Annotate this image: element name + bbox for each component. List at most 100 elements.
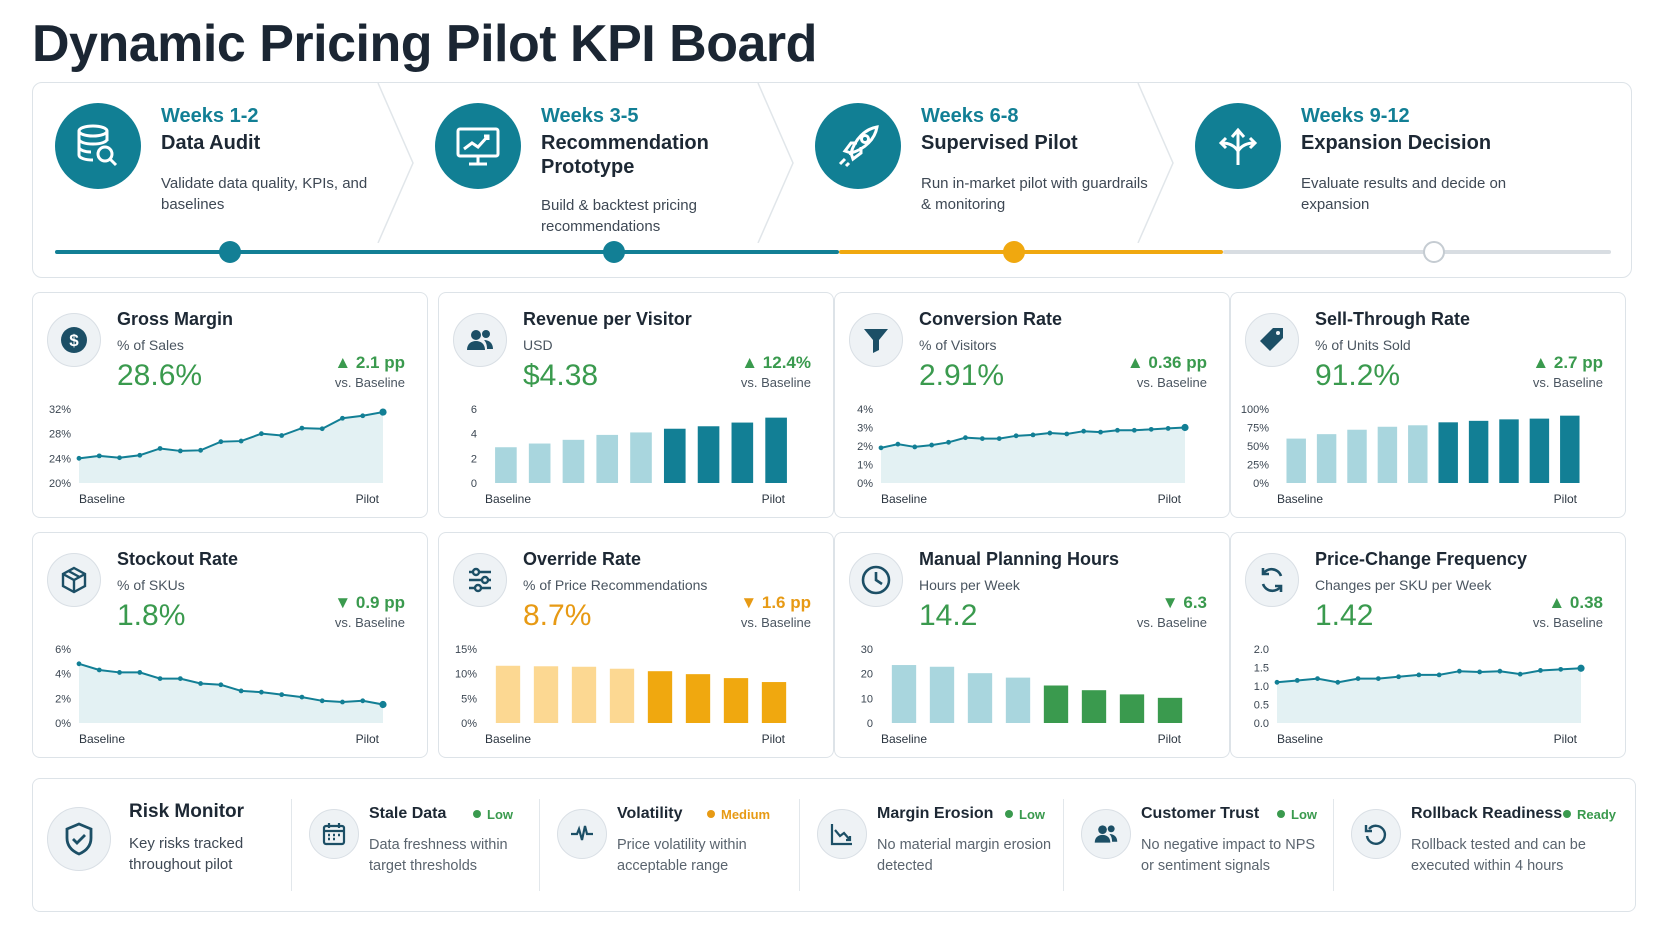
funnel-icon <box>849 313 903 367</box>
y-tick-label: 4% <box>55 669 71 681</box>
kpi-card-gross-margin[interactable]: $ Gross Margin % of Sales 28.6% ▲ 2.1 pp… <box>32 292 428 518</box>
phase-title: Supervised Pilot <box>921 132 1078 154</box>
bar <box>1286 438 1306 483</box>
box-icon <box>47 553 101 607</box>
data-point <box>1558 666 1564 672</box>
bar <box>596 434 619 483</box>
data-point <box>96 453 102 459</box>
x-start-label: Baseline <box>79 492 125 506</box>
phase-recommendation-prototype[interactable]: Weeks 3-5 Recommendation Prototype Build… <box>435 103 795 235</box>
milestone-dot[interactable] <box>603 241 625 263</box>
risk-item-customer-trust[interactable]: Customer Trust Low No negative impact to… <box>1081 795 1325 895</box>
data-point <box>929 442 935 448</box>
risk-item-stale-data[interactable]: Stale Data Low Data freshness within tar… <box>309 795 531 895</box>
delta-arrow-icon: ▼ <box>740 593 762 612</box>
phase-desc: Build & backtest pricing recommendations <box>541 197 697 235</box>
kpi-card-sell-through-rate[interactable]: Sell-Through Rate % of Units Sold 91.2% … <box>1230 292 1626 518</box>
kpi-delta-value: 2.1 pp <box>355 353 405 372</box>
status-dot <box>1277 810 1285 818</box>
risk-desc: No negative impact to NPS or sentiment s… <box>1141 837 1316 874</box>
bar <box>1347 429 1367 483</box>
y-tick-label: 30 <box>861 644 873 656</box>
bar <box>929 666 955 723</box>
milestone-dot[interactable] <box>1423 241 1445 263</box>
risk-status: Ready <box>1563 807 1616 822</box>
data-point <box>1181 423 1189 432</box>
kpi-card-conversion-rate[interactable]: Conversion Rate % of Visitors 2.91% ▲ 0.… <box>834 292 1230 518</box>
y-tick-label: 0.5 <box>1254 700 1269 712</box>
data-point <box>177 676 183 681</box>
kpi-vs-label: vs. Baseline <box>740 615 811 630</box>
data-point <box>198 447 204 453</box>
override-rate-chart: 15% 10% 5% 0% Baseline Pilot <box>455 644 787 746</box>
data-point <box>1416 672 1422 678</box>
data-point <box>360 413 366 419</box>
kpi-name: Sell-Through Rate <box>1315 309 1471 329</box>
y-tick-label: 100% <box>1241 404 1269 416</box>
phase-timeline: Weeks 1-2 Data Audit Validate data quali… <box>32 82 1632 278</box>
progress-track-upcoming <box>1223 250 1611 254</box>
progress-track-complete <box>55 250 839 254</box>
bar <box>647 671 673 723</box>
delta-arrow-icon: ▲ <box>334 353 356 372</box>
y-tick-label: 75% <box>1247 423 1269 435</box>
data-point <box>379 408 387 416</box>
y-tick-label: 50% <box>1247 441 1269 453</box>
risk-item-volatility[interactable]: Volatility Medium Price volatility withi… <box>557 795 797 895</box>
users-icon <box>453 313 507 367</box>
data-point <box>1131 427 1137 433</box>
data-point <box>259 431 264 437</box>
data-point <box>1396 674 1401 680</box>
risk-name: Volatility <box>617 805 683 822</box>
y-tick-label: 10 <box>861 693 873 705</box>
x-start-label: Baseline <box>485 732 531 746</box>
y-tick-label: 20% <box>49 478 71 490</box>
milestone-dot[interactable] <box>219 241 241 263</box>
phase-data-audit[interactable]: Weeks 1-2 Data Audit Validate data quali… <box>55 103 415 233</box>
phase-supervised-pilot[interactable]: Weeks 6-8 Supervised Pilot Run in-market… <box>815 103 1175 233</box>
kpi-name: Price-Change Frequency <box>1315 549 1528 569</box>
kpi-card-manual-planning-hours[interactable]: Manual Planning Hours Hours per Week 14.… <box>834 532 1230 758</box>
area-fill <box>1277 668 1581 723</box>
y-tick-label: 15% <box>455 644 477 656</box>
kpi-delta: ▲ 0.38 <box>1548 593 1603 613</box>
kpi-name: Override Rate <box>523 549 642 569</box>
risk-item-margin-erosion[interactable]: Margin Erosion Low No material margin er… <box>817 795 1057 895</box>
kpi-card-price-change-frequency[interactable]: Price-Change Frequency Changes per SKU p… <box>1230 532 1626 758</box>
milestone-dot[interactable] <box>1003 241 1025 263</box>
bar <box>1499 419 1519 483</box>
kpi-delta: ▲ 12.4% <box>741 353 811 373</box>
risk-status-label: Low <box>487 807 513 822</box>
kpi-card-override-rate[interactable]: Override Rate % of Price Recommendations… <box>438 532 834 758</box>
y-tick-label: 1% <box>857 460 873 472</box>
bar <box>533 666 559 723</box>
data-point <box>996 436 1002 441</box>
bar <box>731 422 754 483</box>
divider <box>1333 799 1334 891</box>
data-point <box>76 661 82 667</box>
kpi-card-revenue-per-visitor[interactable]: Revenue per Visitor USD $4.38 ▲ 12.4% vs… <box>438 292 834 518</box>
y-tick-label: 3% <box>857 423 873 435</box>
data-point <box>946 439 951 445</box>
data-point <box>360 698 366 704</box>
y-tick-label: 6 <box>471 404 477 416</box>
data-point <box>218 439 224 445</box>
risk-item-rollback-readiness[interactable]: Rollback Readiness Ready Rollback tested… <box>1351 795 1621 895</box>
price-change-frequency-chart: 2.0 1.5 1.0 0.5 0.0 Baseline Pilot <box>1254 644 1585 746</box>
x-end-label: Pilot <box>1554 732 1578 746</box>
bar <box>1005 677 1031 723</box>
phase-expansion-decision[interactable]: Weeks 9-12 Expansion Decision Evaluate r… <box>1195 103 1555 233</box>
kpi-card-stockout-rate[interactable]: Stockout Rate % of SKUs 1.8% ▼ 0.9 pp vs… <box>32 532 428 758</box>
kpi-delta: ▼ 1.6 pp <box>740 593 811 613</box>
phase-weeks: Weeks 3-5 <box>541 105 639 127</box>
data-point <box>1355 676 1361 681</box>
data-point <box>177 448 183 454</box>
status-dot <box>1005 810 1013 818</box>
risk-monitor-panel: Risk Monitor Key risks tracked throughou… <box>32 778 1636 912</box>
data-point <box>963 435 968 441</box>
bar <box>571 666 597 723</box>
y-tick-label: 2.0 <box>1254 644 1269 656</box>
page-title: Dynamic Pricing Pilot KPI Board <box>32 15 817 73</box>
data-point <box>96 667 102 673</box>
data-point <box>238 688 244 694</box>
